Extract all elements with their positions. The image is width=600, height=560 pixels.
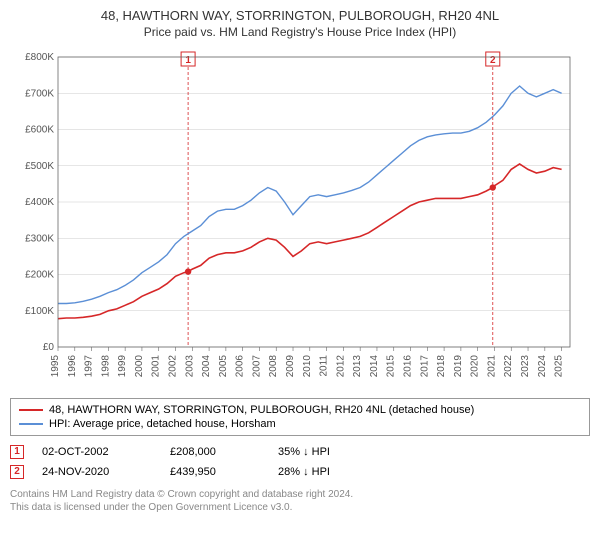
svg-text:1997: 1997	[84, 355, 95, 378]
chart-container: 48, HAWTHORN WAY, STORRINGTON, PULBOROUG…	[0, 0, 600, 520]
svg-text:2007: 2007	[251, 355, 262, 378]
sale-date: 24-NOV-2020	[42, 466, 152, 478]
svg-text:1995: 1995	[50, 355, 61, 378]
svg-text:£400K: £400K	[25, 197, 54, 208]
svg-text:2013: 2013	[352, 355, 363, 378]
svg-text:2018: 2018	[436, 355, 447, 378]
legend: 48, HAWTHORN WAY, STORRINGTON, PULBOROUG…	[10, 398, 590, 436]
svg-text:2012: 2012	[335, 355, 346, 378]
svg-text:£0: £0	[43, 342, 55, 353]
legend-label: HPI: Average price, detached house, Hors…	[49, 418, 276, 430]
sale-pct: 28% ↓ HPI	[278, 466, 388, 478]
sale-pct: 35% ↓ HPI	[278, 446, 388, 458]
svg-text:£300K: £300K	[25, 233, 54, 244]
svg-text:2022: 2022	[503, 355, 514, 378]
legend-swatch	[19, 423, 43, 425]
sales-table: 1 02-OCT-2002 £208,000 35% ↓ HPI 2 24-NO…	[10, 442, 590, 482]
sale-price: £208,000	[170, 446, 260, 458]
svg-text:£700K: £700K	[25, 88, 54, 99]
svg-text:2025: 2025	[554, 355, 565, 378]
svg-text:2020: 2020	[470, 355, 481, 378]
svg-text:2003: 2003	[184, 355, 195, 378]
svg-text:2001: 2001	[151, 355, 162, 378]
legend-item: 48, HAWTHORN WAY, STORRINGTON, PULBOROUG…	[19, 403, 581, 417]
legend-item: HPI: Average price, detached house, Hors…	[19, 417, 581, 431]
svg-text:1999: 1999	[117, 355, 128, 378]
footnote: Contains HM Land Registry data © Crown c…	[10, 488, 590, 514]
svg-text:2000: 2000	[134, 355, 145, 378]
svg-text:2006: 2006	[235, 355, 246, 378]
svg-text:£100K: £100K	[25, 306, 54, 317]
sale-price: £439,950	[170, 466, 260, 478]
svg-text:1998: 1998	[100, 355, 111, 378]
svg-text:2009: 2009	[285, 355, 296, 378]
sale-date: 02-OCT-2002	[42, 446, 152, 458]
svg-text:2005: 2005	[218, 355, 229, 378]
svg-text:2019: 2019	[453, 355, 464, 378]
sale-marker-icon: 2	[10, 465, 24, 479]
svg-text:2010: 2010	[302, 355, 313, 378]
legend-label: 48, HAWTHORN WAY, STORRINGTON, PULBOROUG…	[49, 404, 474, 416]
svg-text:2004: 2004	[201, 355, 212, 378]
table-row: 2 24-NOV-2020 £439,950 28% ↓ HPI	[10, 462, 590, 482]
svg-text:2008: 2008	[268, 355, 279, 378]
chart-area: £0 £100K £200K £300K £400K £500K £600K £700K £80…	[10, 47, 590, 392]
svg-text:2015: 2015	[386, 355, 397, 378]
svg-text:2024: 2024	[537, 355, 548, 378]
svg-text:2017: 2017	[419, 355, 430, 378]
chart-subtitle: Price paid vs. HM Land Registry's House …	[10, 25, 590, 39]
svg-text:2014: 2014	[369, 355, 380, 378]
svg-text:2002: 2002	[168, 355, 179, 378]
sale-marker-icon: 1	[10, 445, 24, 459]
svg-text:1996: 1996	[67, 355, 78, 378]
svg-text:£600K: £600K	[25, 125, 54, 136]
footnote-line: Contains HM Land Registry data © Crown c…	[10, 488, 590, 501]
svg-text:£800K: £800K	[25, 52, 54, 63]
chart-title: 48, HAWTHORN WAY, STORRINGTON, PULBOROUG…	[10, 8, 590, 23]
footnote-line: This data is licensed under the Open Gov…	[10, 501, 590, 514]
svg-text:£200K: £200K	[25, 270, 54, 281]
svg-text:2023: 2023	[520, 355, 531, 378]
svg-text:2011: 2011	[319, 355, 330, 377]
table-row: 1 02-OCT-2002 £208,000 35% ↓ HPI	[10, 442, 590, 462]
svg-text:2021: 2021	[486, 355, 497, 378]
svg-text:£500K: £500K	[25, 161, 54, 172]
legend-swatch	[19, 409, 43, 411]
line-chart: £0 £100K £200K £300K £400K £500K £600K £700K £80…	[10, 47, 580, 387]
svg-text:2016: 2016	[403, 355, 414, 378]
